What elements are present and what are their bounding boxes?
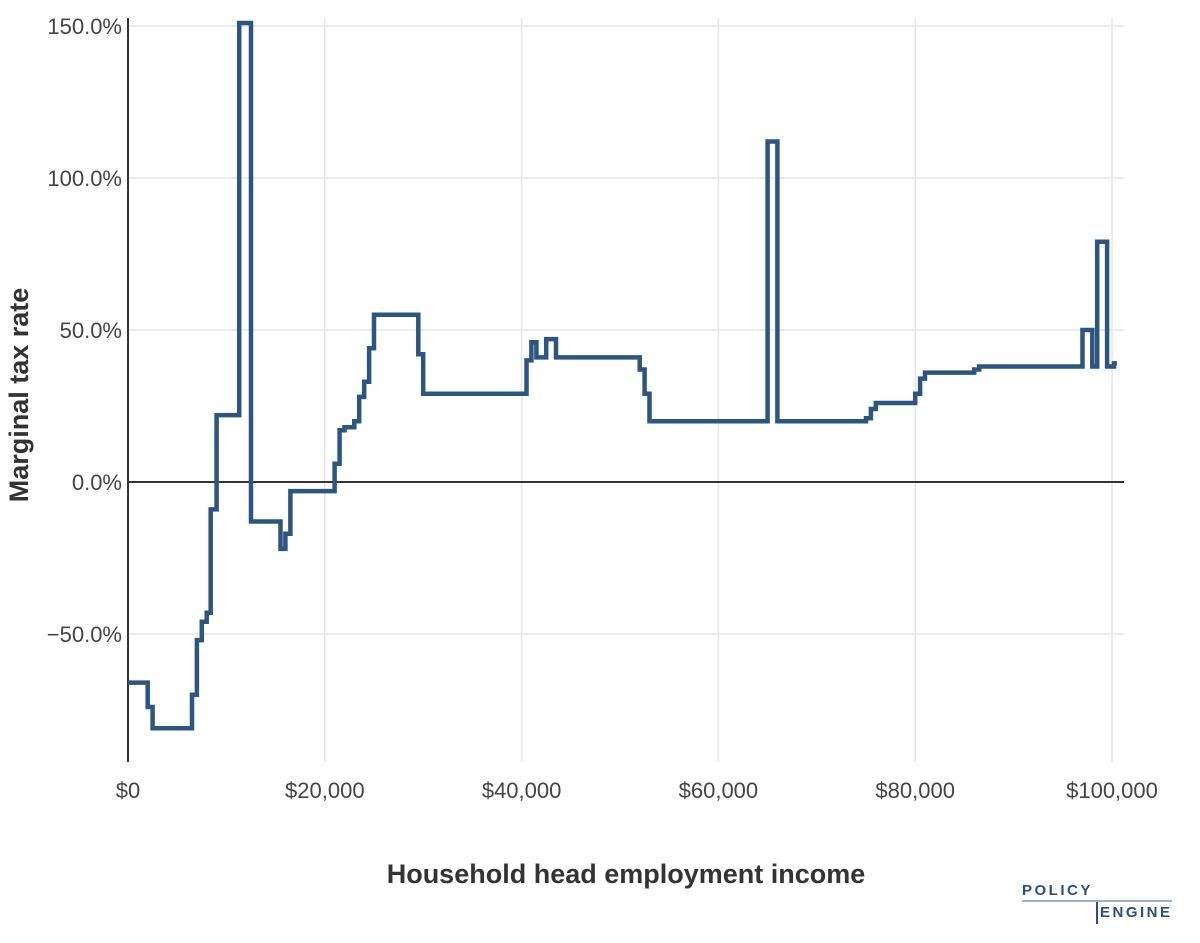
x-axis-title: Household head employment income <box>387 859 866 889</box>
x-tick-labels: $0 $20,000 $40,000 $60,000 $80,000 $100,000 <box>116 778 1158 803</box>
series-line <box>128 20 1117 731</box>
x-tick-label: $40,000 <box>482 778 562 803</box>
x-tick-label: $60,000 <box>679 778 759 803</box>
y-tick-label: 50.0% <box>60 318 122 343</box>
logo-rule <box>1022 900 1172 902</box>
y-tick-label: 100.0% <box>47 166 122 191</box>
x-tick-label: $100,000 <box>1066 778 1158 803</box>
logo-word-engine: ENGINE <box>1100 904 1173 921</box>
x-tick-label: $0 <box>116 778 140 803</box>
y-tick-label: 150.0% <box>47 14 122 39</box>
logo-word-policy: POLICY <box>1022 882 1093 899</box>
y-gridlines <box>128 25 1124 635</box>
y-tick-label: −50.0% <box>47 622 122 647</box>
y-tick-label: 0.0% <box>72 470 122 495</box>
x-gridlines <box>324 18 1113 762</box>
x-tick-label: $20,000 <box>285 778 365 803</box>
policyengine-logo: POLICY ENGINE <box>1022 882 1174 928</box>
x-tick-label: $80,000 <box>875 778 955 803</box>
y-tick-labels: 150.0% 100.0% 50.0% 0.0% −50.0% <box>47 14 122 647</box>
logo-divider <box>1096 902 1098 924</box>
y-axis-title: Marginal tax rate <box>4 288 34 503</box>
